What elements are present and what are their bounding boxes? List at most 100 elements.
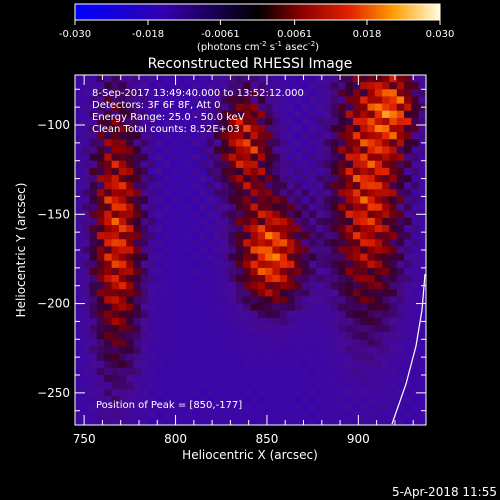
heatmap-pixel bbox=[243, 132, 252, 140]
heatmap-pixel bbox=[287, 375, 295, 383]
heatmap-pixel bbox=[82, 382, 91, 390]
heatmap-pixel bbox=[396, 175, 405, 183]
heatmap-pixel bbox=[294, 75, 303, 83]
heatmap-pixel bbox=[89, 367, 98, 376]
heatmap-pixel bbox=[367, 367, 376, 376]
heatmap-pixel bbox=[374, 239, 383, 247]
heatmap-pixel bbox=[287, 396, 295, 405]
heatmap-pixel bbox=[82, 125, 91, 133]
heatmap-pixel bbox=[206, 260, 215, 269]
heatmap-pixel bbox=[367, 282, 376, 290]
heatmap-pixel bbox=[272, 275, 281, 283]
heatmap-pixel bbox=[75, 189, 83, 197]
heatmap-pixel bbox=[352, 89, 361, 97]
heatmap-pixel bbox=[82, 360, 91, 369]
heatmap-pixel bbox=[279, 253, 288, 262]
heatmap-pixel bbox=[279, 203, 288, 212]
heatmap-pixel bbox=[111, 417, 120, 425]
heatmap-pixel bbox=[352, 353, 361, 362]
heatmap-pixel bbox=[367, 353, 376, 362]
heatmap-pixel bbox=[228, 410, 237, 419]
heatmap-pixel bbox=[228, 125, 237, 133]
heatmap-pixel bbox=[279, 267, 288, 276]
heatmap-pixel bbox=[243, 82, 252, 90]
heatmap-pixel bbox=[411, 167, 420, 176]
heatmap-pixel bbox=[309, 317, 317, 326]
heatmap-pixel bbox=[140, 82, 149, 90]
heatmap-pixel bbox=[118, 189, 127, 197]
heatmap-pixel bbox=[382, 189, 390, 197]
heatmap-pixel bbox=[133, 110, 142, 119]
heatmap-pixel bbox=[360, 96, 369, 105]
heatmap-pixel bbox=[279, 339, 288, 347]
heatmap-pixel bbox=[265, 239, 273, 247]
heatmap-pixel bbox=[96, 153, 105, 162]
heatmap-pixel bbox=[155, 332, 164, 340]
heatmap-pixel bbox=[111, 246, 120, 255]
heatmap-pixel bbox=[382, 153, 390, 162]
heatmap-pixel bbox=[75, 375, 83, 383]
heatmap-pixel bbox=[206, 246, 215, 255]
heatmap-pixel bbox=[367, 182, 376, 190]
heatmap-pixel bbox=[404, 125, 412, 133]
heatmap-pixel bbox=[228, 375, 237, 383]
heatmap-pixel bbox=[352, 132, 361, 140]
heatmap-pixel bbox=[309, 96, 317, 105]
heatmap-pixel bbox=[199, 189, 208, 197]
heatmap-pixel bbox=[126, 75, 135, 83]
heatmap-pixel bbox=[170, 153, 178, 162]
heatmap-pixel bbox=[411, 410, 420, 419]
heatmap-pixel bbox=[374, 403, 383, 412]
heatmap-pixel bbox=[404, 189, 412, 197]
heatmap-pixel bbox=[213, 303, 222, 312]
heatmap-pixel bbox=[330, 310, 339, 319]
heatmap-pixel bbox=[323, 360, 332, 369]
heatmap-pixel bbox=[301, 182, 310, 190]
heatmap-pixel bbox=[309, 203, 317, 212]
heatmap-pixel bbox=[243, 75, 252, 83]
heatmap-pixel bbox=[301, 139, 310, 147]
heatmap-pixel bbox=[287, 125, 295, 133]
heatmap-pixel bbox=[257, 96, 266, 105]
heatmap-pixel bbox=[170, 410, 178, 419]
heatmap-pixel bbox=[104, 296, 113, 305]
heatmap-pixel bbox=[199, 103, 208, 112]
heatmap-pixel bbox=[404, 310, 412, 319]
heatmap-pixel bbox=[330, 160, 339, 169]
heatmap-pixel bbox=[162, 403, 171, 412]
heatmap-pixel bbox=[338, 253, 347, 262]
heatmap-pixel bbox=[309, 182, 317, 190]
heatmap-pixel bbox=[228, 196, 237, 205]
heatmap-pixel bbox=[309, 332, 317, 340]
heatmap-pixel bbox=[418, 125, 426, 133]
heatmap-pixel bbox=[126, 310, 135, 319]
heatmap-pixel bbox=[411, 132, 420, 140]
heatmap-pixel bbox=[148, 232, 156, 240]
heatmap-pixel bbox=[235, 175, 244, 183]
heatmap-pixel bbox=[323, 325, 332, 333]
heatmap-pixel bbox=[279, 146, 288, 155]
heatmap-pixel bbox=[104, 246, 113, 255]
heatmap-pixel bbox=[294, 332, 303, 340]
heatmap-pixel bbox=[345, 389, 354, 397]
heatmap-pixel bbox=[250, 125, 259, 133]
heatmap-pixel bbox=[192, 217, 200, 226]
heatmap-pixel bbox=[330, 253, 339, 262]
heatmap-pixel bbox=[162, 325, 171, 333]
heatmap-pixel bbox=[89, 132, 98, 140]
heatmap-pixel bbox=[206, 203, 215, 212]
heatmap-pixel bbox=[170, 132, 178, 140]
heatmap-pixel bbox=[404, 225, 412, 233]
heatmap-pixel bbox=[192, 417, 200, 425]
heatmap-pixel bbox=[257, 210, 266, 219]
heatmap-pixel bbox=[206, 132, 215, 140]
heatmap-pixel bbox=[316, 196, 325, 205]
annotation-detectors: Detectors: 3F 6F 8F, Att 0 bbox=[92, 100, 220, 111]
heatmap-pixel bbox=[418, 110, 426, 119]
heatmap-pixel bbox=[199, 246, 208, 255]
heatmap-pixel bbox=[162, 125, 171, 133]
heatmap-pixel bbox=[235, 125, 244, 133]
heatmap-pixel bbox=[367, 360, 376, 369]
heatmap-pixel bbox=[316, 310, 325, 319]
heatmap-pixel bbox=[367, 189, 376, 197]
